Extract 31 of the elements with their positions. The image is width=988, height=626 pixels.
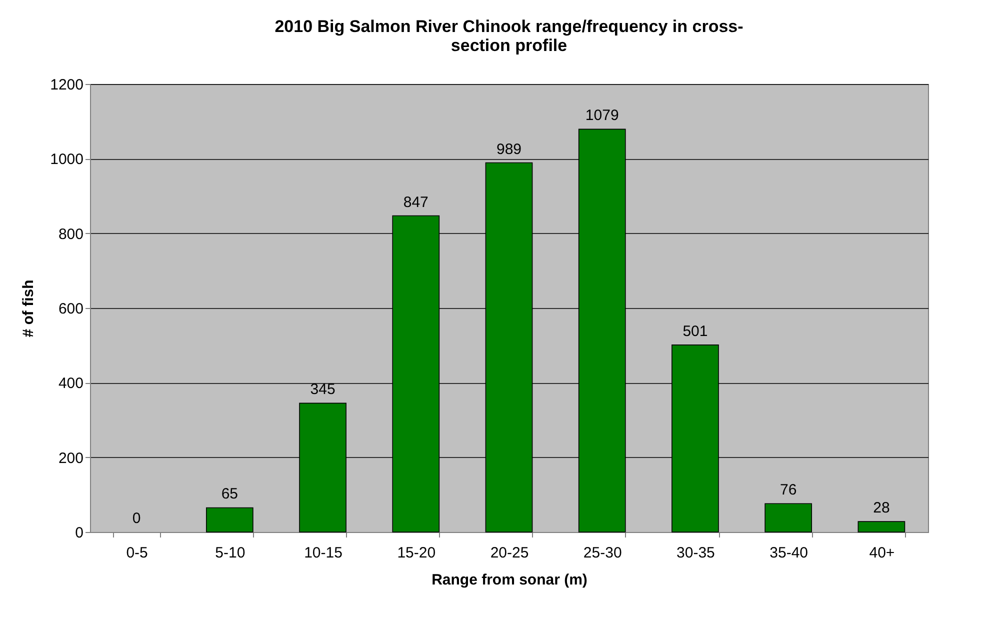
data-label: 1079: [585, 107, 619, 124]
y-tick-label: 400: [58, 375, 84, 392]
x-tick-label: 40+: [869, 544, 895, 562]
chart-title: 2010 Big Salmon River Chinook range/frequency in cross-section profile: [274, 17, 744, 55]
y-axis-title: # of fish: [20, 280, 38, 338]
data-label: 0: [132, 510, 141, 527]
y-tick-label: 1000: [50, 151, 84, 168]
x-tick-label: 15-20: [397, 544, 436, 562]
data-label: 989: [496, 140, 522, 158]
data-label: 65: [221, 486, 238, 503]
y-tick-label: 200: [58, 450, 84, 467]
data-label: 76: [780, 482, 797, 499]
data-label: 28: [873, 500, 890, 517]
data-label: 501: [682, 322, 708, 340]
x-tick-label: 5-10: [215, 544, 246, 562]
x-tick-label: 30-35: [676, 544, 715, 562]
y-tick-label: 600: [58, 300, 84, 318]
y-tick-label: 0: [75, 524, 84, 542]
data-label: 345: [310, 381, 336, 398]
x-tick-label: 10-15: [304, 544, 342, 562]
y-tick-label: 800: [58, 226, 84, 243]
x-tick-label: 35-40: [770, 544, 808, 562]
x-axis-title: Range from sonar (m): [432, 572, 588, 588]
bar: [764, 503, 812, 532]
x-tick-label: 0-5: [126, 544, 148, 562]
x-tick-label: 20-25: [490, 544, 529, 562]
bar: [858, 521, 906, 532]
y-tick-label: 1200: [50, 76, 84, 94]
x-tick-label: 25-30: [583, 544, 622, 562]
data-label: 847: [403, 194, 428, 211]
bar: [206, 507, 254, 532]
